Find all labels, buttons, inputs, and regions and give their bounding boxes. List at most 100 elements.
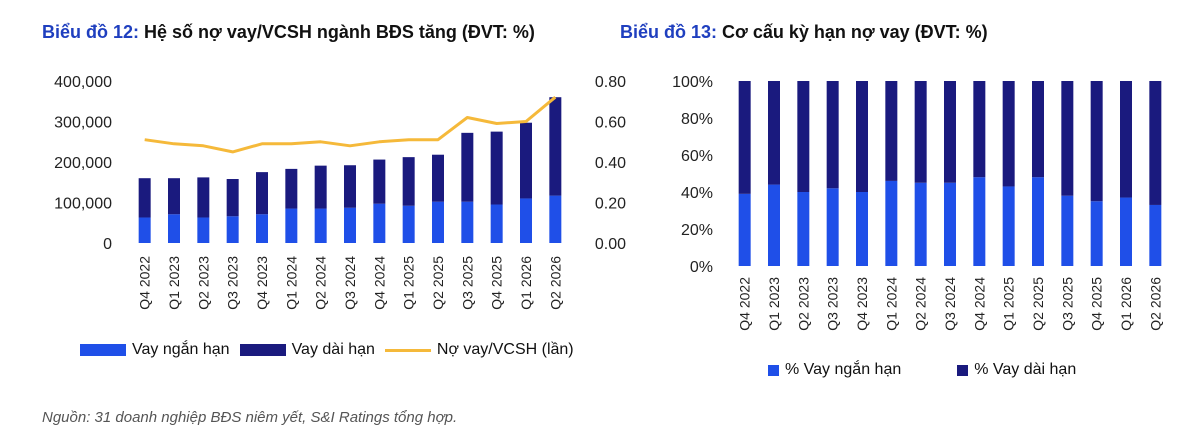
x-tick-label: Q1 2023 — [766, 277, 782, 331]
bar-long-term — [138, 178, 151, 218]
bar-pct-long — [768, 81, 780, 185]
bar-short-term — [285, 208, 298, 243]
bar-short-term — [226, 216, 239, 243]
bar-pct-long — [1002, 81, 1015, 187]
x-tick-label: Q1 2026 — [518, 256, 534, 310]
bar-pct-long — [973, 81, 986, 178]
bar-short-term — [373, 203, 386, 243]
bar-pct-long — [944, 81, 956, 183]
legend-item-short-term: Vay ngắn hạn — [80, 341, 230, 359]
bar-long-term — [344, 165, 356, 208]
bar-pct-short — [944, 182, 956, 266]
bar-long-term — [256, 172, 268, 215]
x-tick-label: Q1 2024 — [883, 277, 899, 331]
x-tick-label: Q1 2023 — [166, 256, 182, 310]
bar-long-term — [461, 132, 474, 202]
bar-long-term — [432, 154, 444, 202]
bar-long-term — [402, 157, 415, 206]
x-tick-label: Q2 2026 — [1147, 277, 1163, 331]
x-tick-label: Q3 2023 — [825, 277, 841, 331]
bar-pct-long — [826, 81, 839, 189]
x-tick-label: Q2 2023 — [795, 277, 811, 331]
pct-tick-label: 0% — [690, 259, 713, 276]
bar-long-term — [490, 131, 503, 205]
bar-pct-long — [738, 81, 751, 194]
bar-pct-long — [885, 81, 898, 181]
pct-tick-label: 80% — [681, 111, 713, 128]
debt-chart: 0 100,000 200,000 300,000 400,000 0.00 0.20 0.4… — [54, 74, 626, 310]
bar-pct-short — [797, 192, 810, 266]
bar-pct-short — [826, 188, 839, 266]
x-tick-label: Q4 2023 — [854, 277, 870, 331]
x-tick-label: Q4 2025 — [489, 256, 505, 310]
x-tick-label: Q4 2024 — [371, 256, 387, 310]
legend-item-ratio: Nợ vay/VCSH (lần) — [384, 341, 574, 359]
pct-tick-label: 20% — [681, 222, 713, 239]
x-tick-label: Q3 2025 — [1059, 277, 1075, 331]
chart13-title: Biểu đồ 13: Cơ cấu kỳ hạn nợ vay (ĐVT: %… — [620, 22, 988, 42]
legend-item-pct-long: % Vay dài hạn — [957, 361, 1076, 379]
x-tick-label: Q2 2024 — [913, 277, 929, 331]
legend-swatch-short — [80, 344, 126, 356]
pct-tick-label: 40% — [681, 185, 713, 202]
bar-long-term — [168, 178, 180, 215]
bar-long-term — [285, 168, 298, 209]
bar-pct-short — [738, 193, 751, 266]
pct-tick-label: 100% — [672, 74, 713, 91]
y-tick-label: 100,000 — [54, 196, 112, 213]
bar-short-term — [314, 208, 327, 243]
bar-pct-long — [856, 81, 868, 192]
bar-pct-long — [914, 81, 927, 183]
bar-short-term — [520, 198, 532, 243]
x-tick-label: Q3 2023 — [225, 256, 241, 310]
bar-short-term — [432, 201, 444, 243]
bar-pct-short — [1002, 186, 1015, 266]
y2-tick-label: 0.60 — [595, 115, 626, 132]
x-tick-label: Q1 2025 — [401, 256, 417, 310]
x-tick-label: Q3 2025 — [459, 256, 475, 310]
bar-pct-short — [1090, 201, 1103, 266]
x-tick-label: Q1 2026 — [1118, 277, 1134, 331]
x-tick-label: Q4 2025 — [1089, 277, 1105, 331]
bar-pct-long — [1090, 81, 1103, 202]
x-tick-label: Q2 2024 — [313, 256, 329, 310]
legend-item-pct-short: % Vay ngắn hạn — [768, 361, 901, 379]
y-tick-label: 0 — [103, 236, 112, 253]
maturity-chart-legend: % Vay ngắn hạn % Vay dài hạn — [768, 361, 1086, 379]
bar-short-term — [138, 217, 151, 243]
bar-long-term — [549, 97, 562, 196]
x-tick-label: Q4 2022 — [137, 256, 153, 310]
legend-swatch-ratio — [384, 348, 431, 352]
y2-tick-label: 0.80 — [595, 74, 626, 91]
x-tick-label: Q3 2024 — [342, 256, 358, 310]
x-tick-label: Q4 2024 — [971, 277, 987, 331]
y-tick-label: 200,000 — [54, 155, 112, 172]
bar-pct-long — [1032, 81, 1044, 178]
bar-short-term — [461, 201, 474, 243]
pct-tick-label: 60% — [681, 148, 713, 165]
bar-pct-short — [1032, 177, 1044, 266]
y-tick-label: 400,000 — [54, 74, 112, 91]
bar-long-term — [373, 159, 386, 204]
bar-long-term — [226, 179, 239, 217]
bar-pct-short — [768, 184, 780, 266]
x-tick-label: Q3 2024 — [942, 277, 958, 331]
chart12-title: Biểu đồ 12: Hệ số nợ vay/VCSH ngành BĐS … — [42, 22, 535, 42]
bar-short-term — [197, 217, 210, 243]
bar-pct-long — [1061, 81, 1074, 196]
maturity-chart: 0% 20% 40% 60% 80% 100% Q4 2022 Q1 2023 Q2 2023 Q… — [672, 74, 1163, 331]
bar-short-term — [490, 204, 503, 243]
bar-pct-short — [1061, 195, 1074, 266]
source-note: Nguồn: 31 doanh nghiệp BĐS niêm yết, S&I… — [42, 409, 458, 426]
legend-swatch-pct-long — [957, 364, 969, 376]
bar-pct-long — [797, 81, 810, 192]
bar-long-term — [197, 177, 210, 218]
bar-long-term — [314, 165, 327, 209]
bar-short-term — [256, 214, 268, 243]
bar-pct-short — [856, 192, 868, 266]
bar-pct-short — [885, 180, 898, 266]
bar-pct-short — [1120, 197, 1132, 266]
bar-short-term — [344, 207, 356, 243]
x-tick-label: Q1 2024 — [283, 256, 299, 310]
